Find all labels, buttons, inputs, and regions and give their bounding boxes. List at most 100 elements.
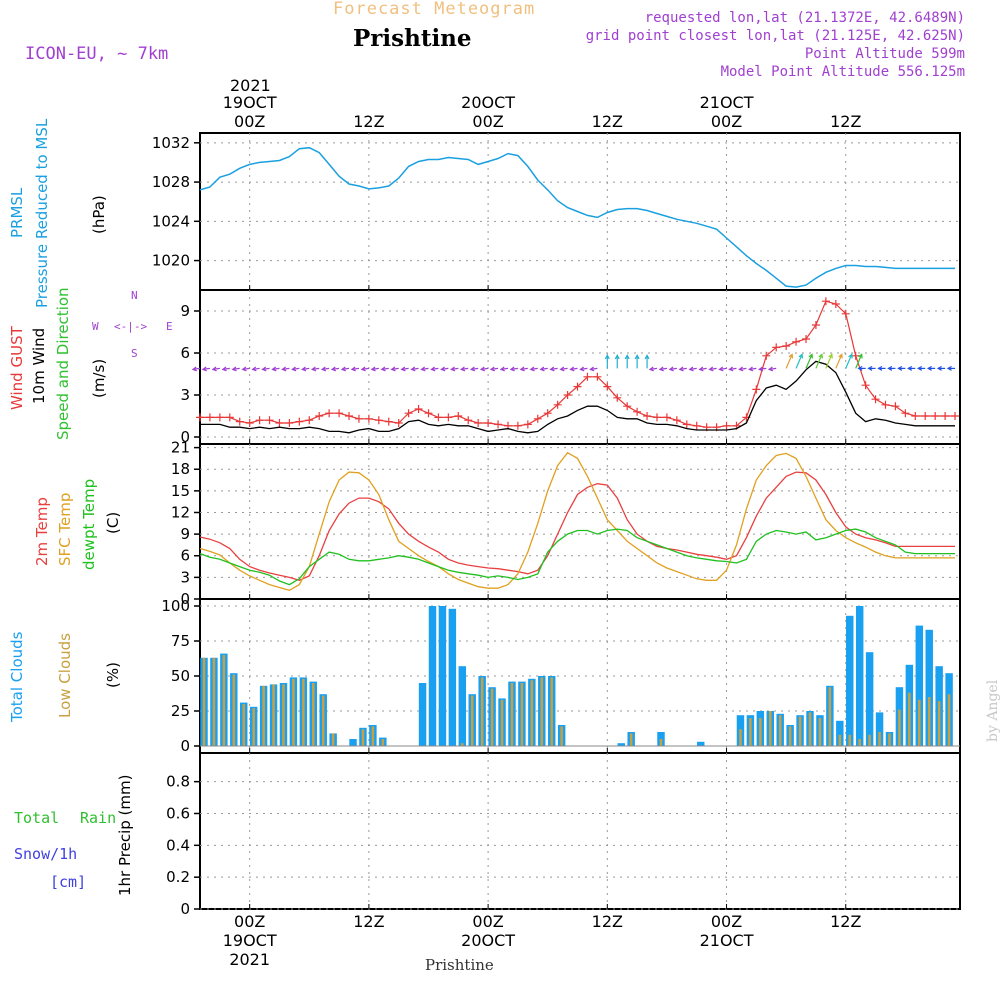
snow-label: Snow/1h	[14, 845, 78, 863]
gust-point	[444, 413, 453, 422]
wind-direction-head	[698, 366, 704, 372]
wind-direction-head	[211, 366, 217, 372]
gust-point	[871, 395, 880, 404]
top-day-label: 21OCT	[699, 93, 754, 112]
y-tick-label: 0	[180, 590, 190, 608]
top-time-label: 12Z	[591, 112, 623, 131]
wind-direction-head	[614, 354, 620, 360]
top-day-label: 19OCT	[222, 93, 277, 112]
y-tick-label: 6	[180, 547, 190, 565]
gust-point	[901, 409, 910, 418]
y-tick-label: 3	[180, 568, 190, 586]
gust-point	[245, 419, 254, 427]
wind-direction-arrow	[815, 354, 823, 369]
gust-point	[613, 393, 622, 402]
bottom-day-label: 21OCT	[699, 931, 754, 950]
station-title: Prishtine	[353, 25, 472, 52]
low-cloud-bar	[490, 688, 494, 746]
wind-direction-arrow	[795, 354, 803, 369]
wind-direction-head	[350, 366, 356, 372]
total-cloud-bar	[875, 712, 884, 746]
total-cloud-bar	[846, 615, 854, 746]
low-cloud-bar	[778, 715, 782, 746]
top-time-label: 00Z	[234, 112, 266, 131]
wind-direction-head	[330, 366, 337, 372]
low-cloud-bar	[371, 726, 375, 746]
compass-e: E	[166, 320, 173, 333]
total-cloud-bar	[448, 608, 457, 746]
gust-point	[643, 412, 652, 420]
low-cloud-bar	[470, 695, 474, 746]
y-tick-label: 1028	[152, 173, 190, 191]
low-cloud-bar	[828, 687, 832, 746]
wind-direction-head	[390, 366, 396, 372]
y-tick-label: 0	[180, 428, 190, 446]
total-cloud-bar	[617, 743, 625, 746]
gust-point	[275, 419, 284, 427]
model-label: ICON-EU, ~ 7km	[25, 44, 169, 64]
gust-point	[315, 412, 324, 420]
bottom-time-label: 12Z	[591, 912, 623, 931]
rain-label: Rain	[80, 809, 117, 827]
wind-direction-head	[708, 366, 714, 372]
bottom-day-label: 20OCT	[461, 931, 516, 950]
total-cloud-bar	[836, 720, 844, 746]
wind-direction-head	[301, 366, 307, 372]
low-cloud-bar	[927, 697, 931, 746]
bottom-time-label: 12Z	[353, 912, 385, 931]
dewpt-line	[199, 528, 955, 586]
low-cloud-bar	[480, 677, 484, 746]
wind-direction-head	[718, 366, 724, 372]
low-cloud-bar	[808, 712, 812, 746]
low-cloud-bar	[381, 739, 385, 746]
wind-direction-head	[410, 366, 416, 372]
grid-point: grid point closest lon,lat (21.125E, 42.…	[585, 28, 965, 44]
gust-point	[414, 405, 423, 413]
gust-point	[891, 402, 900, 411]
wind-direction-head	[877, 365, 883, 371]
y-tick-label: 1032	[152, 134, 190, 152]
wind-direction-head	[758, 366, 764, 372]
wind-direction-head	[310, 366, 317, 372]
low-cloud-bar	[312, 683, 315, 746]
low-cloud-bar	[798, 716, 802, 746]
compass-w: W	[92, 320, 99, 333]
wind-direction-head	[221, 366, 227, 372]
low-cloud-bar	[202, 657, 206, 746]
low-cloud-bar	[302, 678, 305, 746]
low-cloud-bar	[659, 739, 663, 746]
gust-point	[762, 351, 771, 360]
gust-point	[802, 335, 811, 343]
wind-direction-head	[897, 365, 903, 371]
gust-point	[305, 416, 314, 425]
gust-point	[662, 413, 671, 422]
wind-direction-arrow	[855, 354, 863, 369]
gust-point	[782, 342, 791, 350]
footer-station: Prishtine	[425, 956, 494, 974]
requested-point: requested lon,lat (21.1372E, 42.6489N)	[644, 10, 965, 26]
low-cloud-bar	[848, 734, 852, 746]
y-tick-label: 6	[180, 344, 190, 362]
low-cloud-bar	[629, 733, 633, 746]
top-day-label: 20OCT	[461, 93, 516, 112]
total-cloud-bar	[855, 606, 864, 746]
gust-point	[633, 407, 642, 416]
point-altitude: Point Altitude 599m	[804, 46, 965, 62]
low-cloud-bar	[818, 718, 822, 746]
gust-point	[295, 417, 304, 426]
gust-point	[434, 413, 443, 422]
wind-direction-head	[499, 366, 505, 372]
wind-direction-head	[271, 366, 277, 372]
gust-point	[474, 419, 483, 427]
wind-direction-head	[370, 366, 376, 372]
wind-direction-arrow	[845, 354, 853, 369]
gust-point	[345, 412, 354, 420]
low-cloud-bar	[560, 726, 563, 746]
model-altitude: Model Point Altitude 556.125m	[720, 64, 965, 80]
y-tick-label: 12	[171, 503, 190, 521]
wind-direction-head	[857, 365, 863, 371]
wind-direction-head	[459, 366, 466, 372]
wind-direction-head	[808, 353, 813, 359]
gust-point	[752, 385, 761, 394]
wind-direction-head	[678, 366, 684, 372]
